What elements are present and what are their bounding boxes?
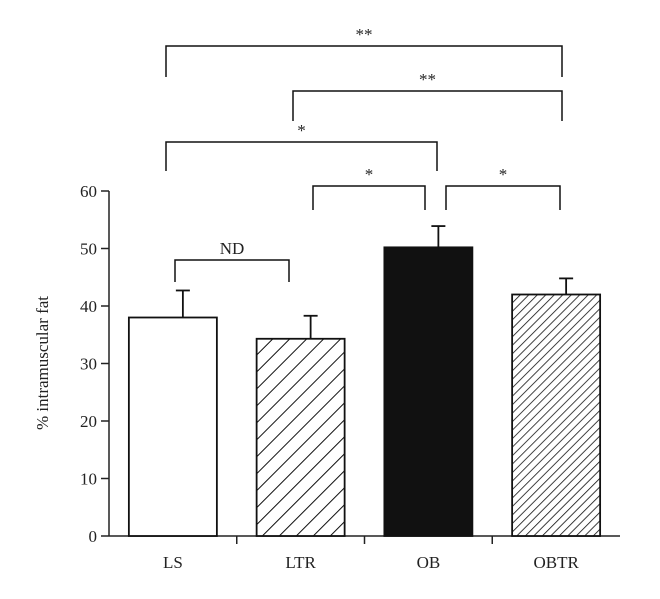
sig-bracket-ls-obtr-label: ** bbox=[356, 25, 373, 44]
x-tick-label-ltr: LTR bbox=[285, 553, 316, 572]
sig-bracket-ls-ob-label: * bbox=[297, 121, 306, 140]
sig-bracket-ltr-ob bbox=[312, 185, 426, 210]
y-tick-label: 20 bbox=[80, 412, 97, 431]
y-tick-label: 60 bbox=[80, 182, 97, 201]
y-tick-label: 10 bbox=[80, 470, 97, 489]
sig-bracket-ltr-obtr-label: ** bbox=[419, 70, 436, 89]
sig-bracket-ls-obtr bbox=[165, 45, 563, 77]
sig-bracket-ob-obtr-label: * bbox=[499, 165, 508, 184]
sig-bracket-ob-obtr bbox=[445, 185, 561, 210]
bar-ob bbox=[383, 246, 474, 537]
y-tick-label: 30 bbox=[80, 355, 97, 374]
bar-ls bbox=[127, 316, 218, 537]
bar-ltr bbox=[255, 337, 346, 537]
sig-bracket-ltr-ob-label: * bbox=[365, 165, 374, 184]
x-tick-label-ls: LS bbox=[163, 553, 183, 572]
sig-bracket-ls-ltr-label: ND bbox=[220, 239, 245, 258]
bars-layer bbox=[127, 225, 602, 537]
y-tick-label: 0 bbox=[89, 527, 98, 546]
y-tick-label: 50 bbox=[80, 240, 97, 259]
significance-layer: ND* ****** bbox=[165, 25, 563, 282]
axes-layer: 0 10 20 30 40 50 60 LS LTR OB OBTR bbox=[80, 182, 620, 572]
sig-bracket-ls-ltr bbox=[174, 259, 290, 282]
x-tick-label-ob: OB bbox=[417, 553, 441, 572]
y-axis-label: % intramuscular fat bbox=[33, 296, 52, 430]
sig-bracket-ltr-obtr bbox=[292, 90, 563, 121]
x-tick-label-obtr: OBTR bbox=[533, 553, 579, 572]
y-tick-label: 40 bbox=[80, 297, 97, 316]
bar-obtr bbox=[511, 293, 602, 537]
sig-bracket-ls-ob bbox=[165, 141, 438, 171]
